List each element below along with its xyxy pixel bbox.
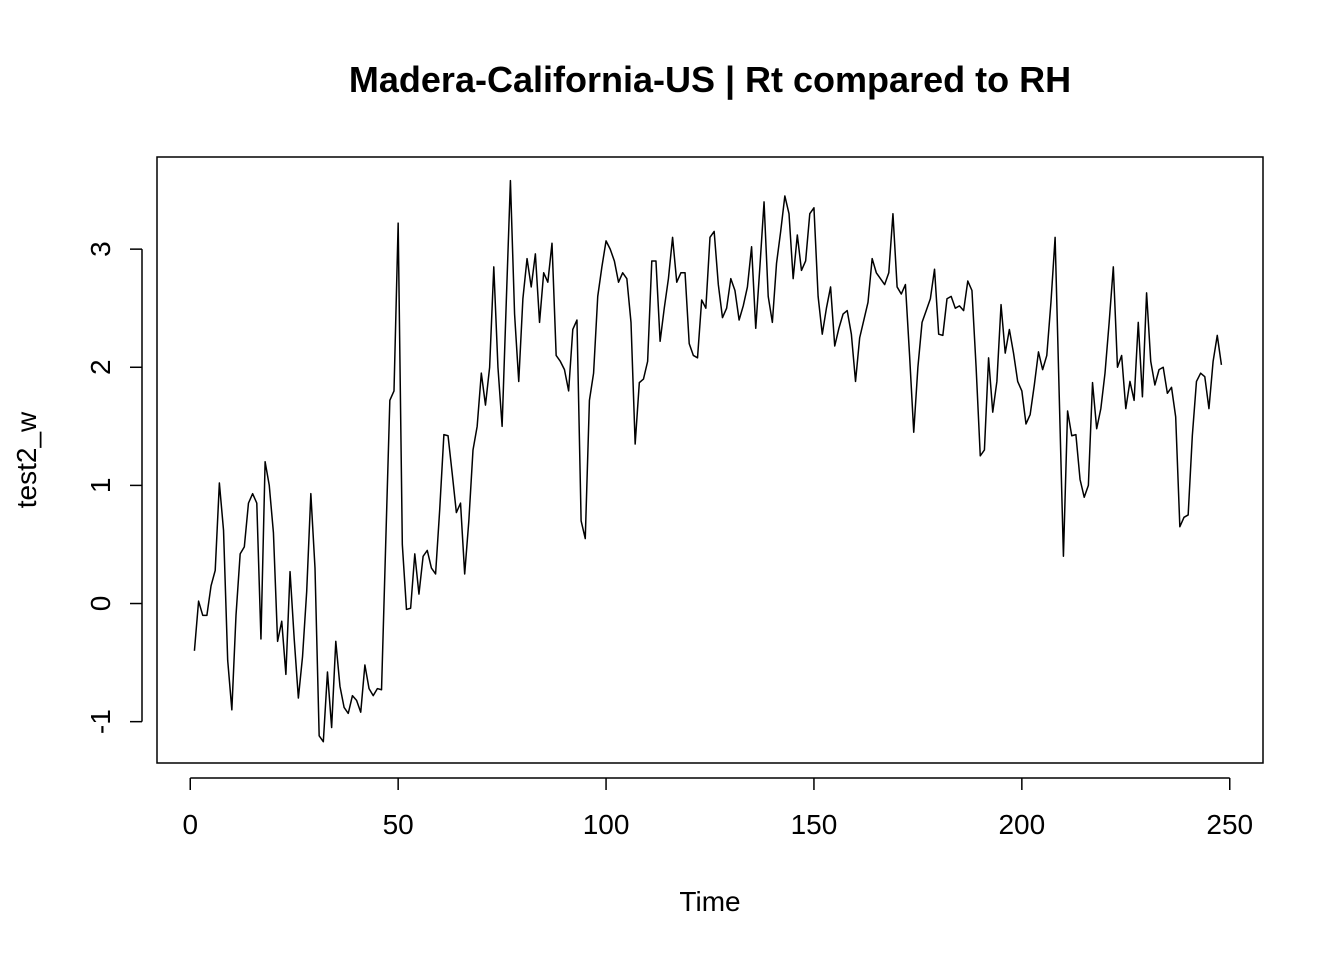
x-axis-label: Time <box>679 886 740 917</box>
x-tick-label: 100 <box>583 809 630 840</box>
y-axis-label: test2_w <box>11 411 42 508</box>
y-tick-label: 0 <box>85 596 116 612</box>
y-tick-label: 1 <box>85 478 116 494</box>
x-tick-label: 150 <box>791 809 838 840</box>
y-tick-label: 2 <box>85 359 116 375</box>
x-tick-label: 250 <box>1206 809 1253 840</box>
plot-frame <box>156 156 1264 764</box>
x-tick-label: 0 <box>182 809 198 840</box>
x-tick-label: 50 <box>383 809 414 840</box>
chart-title: Madera-California-US | Rt compared to RH <box>349 59 1071 101</box>
y-axis: -1 0 1 2 3 <box>85 241 143 734</box>
series-line <box>193 179 1223 743</box>
x-axis: 0 50 100 150 200 250 <box>182 777 1253 840</box>
x-tick-label: 200 <box>998 809 1045 840</box>
series-layer <box>193 179 1223 743</box>
y-tick-label: 3 <box>85 241 116 257</box>
y-tick-label: -1 <box>85 709 116 734</box>
